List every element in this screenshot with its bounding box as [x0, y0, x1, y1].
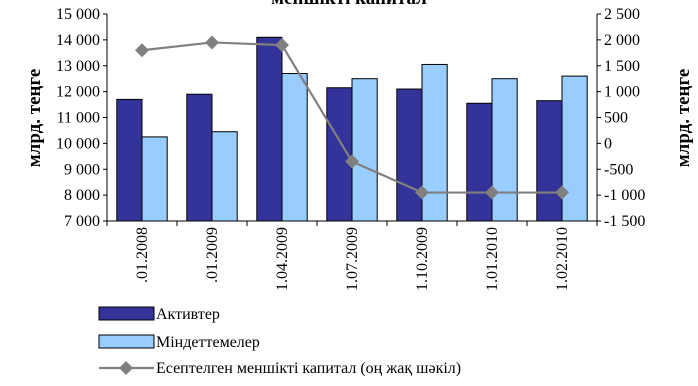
- bar-assets-5: [466, 102, 493, 222]
- y-tick-right-label: -1 500: [604, 213, 645, 230]
- bar-liabilities-2: [281, 73, 308, 222]
- bar-assets-6: [536, 100, 563, 222]
- legend-label-equity: Есептелген меншікті капитал (оң жақ шәкі…: [156, 360, 461, 377]
- y-tick-left-label: 8 000: [64, 187, 100, 204]
- equity-point-2: [275, 38, 289, 53]
- x-tick-label: 1.07.2009: [344, 227, 361, 291]
- equity-point-0: [135, 43, 149, 58]
- bar-liabilities-5: [491, 78, 518, 222]
- y-tick-left-label: 14 000: [56, 32, 100, 49]
- equity-point-4: [415, 185, 429, 200]
- y-tick-left-label: 7 000: [64, 213, 100, 230]
- x-tick-label: .01.2008: [134, 227, 151, 283]
- y-tick-left-label: 11 000: [57, 110, 100, 127]
- y-tick-left-label: 15 000: [56, 6, 100, 23]
- bar-assets-0: [116, 98, 143, 222]
- y-tick-left-label: 13 000: [56, 58, 100, 75]
- bar-liabilities-0: [141, 136, 168, 222]
- legend-label-liabilities: Міндеттемелер: [156, 334, 260, 351]
- y-tick-right-label: 1 500: [604, 58, 640, 75]
- y-tick-right-label: 2 000: [604, 32, 640, 49]
- bar-assets-1: [186, 93, 213, 222]
- legend-swatch-liabilities: [98, 334, 155, 349]
- y-tick-right-label: -500: [604, 161, 633, 178]
- x-tick-label: 1.02.2010: [554, 227, 571, 291]
- bar-liabilities-3: [351, 78, 378, 222]
- bar-liabilities-6: [561, 75, 588, 222]
- bar-assets-4: [396, 88, 423, 222]
- plot-area: 7 000 8 000 9 000 10 000 11 000 12 000 13 000 1…: [56, 6, 645, 291]
- chart-title: меншікті капитал: [271, 0, 427, 9]
- bar-assets-2: [256, 36, 283, 222]
- equity-point-5: [485, 185, 499, 200]
- equity-point-6: [555, 185, 569, 200]
- equity-point-3: [345, 154, 359, 169]
- bar-liabilities-4: [421, 63, 448, 222]
- y-tick-left-label: 10 000: [56, 135, 100, 152]
- y-tick-right-label: 1 000: [604, 84, 640, 101]
- legend: Активтер Міндеттемелер Есептелген меншікті…: [98, 306, 461, 377]
- y-tick-right-label: 2 500: [604, 6, 640, 23]
- legend-swatch-assets: [98, 306, 155, 321]
- y-tick-right-label: 0: [604, 135, 612, 152]
- y-tick-left-label: 12 000: [56, 84, 100, 101]
- legend-label-assets: Активтер: [156, 306, 220, 323]
- legend-swatch-equity-marker: [119, 361, 133, 375]
- equity-point-1: [205, 35, 219, 50]
- x-tick-label: 1.01.2010: [484, 227, 501, 291]
- x-tick-label: .01.2009: [204, 227, 221, 283]
- x-tick-label: 1.10.2009: [414, 227, 431, 291]
- y-axis-label-left: млрд. теңге: [24, 69, 45, 168]
- y-tick-right-label: 500: [604, 110, 628, 127]
- y-tick-right-label: -1 000: [604, 187, 645, 204]
- bar-liabilities-1: [211, 131, 238, 222]
- y-axis-label-right: млрд. теңге: [673, 69, 694, 168]
- x-tick-label: 1.04.2009: [274, 227, 291, 291]
- y-tick-left-label: 9 000: [64, 161, 100, 178]
